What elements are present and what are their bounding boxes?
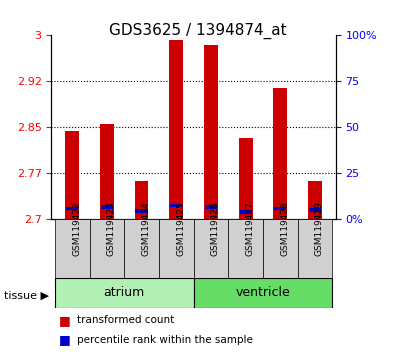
- Bar: [169, 40, 183, 219]
- Text: GSM119428: GSM119428: [280, 201, 289, 256]
- Bar: [239, 210, 252, 214]
- Text: GDS3625 / 1394874_at: GDS3625 / 1394874_at: [109, 23, 286, 39]
- Text: GSM119429: GSM119429: [315, 201, 324, 256]
- Text: ■: ■: [59, 314, 71, 327]
- Text: tissue ▶: tissue ▶: [4, 291, 49, 301]
- FancyBboxPatch shape: [297, 219, 332, 278]
- Bar: [100, 124, 114, 219]
- FancyBboxPatch shape: [55, 219, 90, 278]
- Bar: [308, 182, 322, 219]
- Bar: [170, 204, 182, 207]
- FancyBboxPatch shape: [55, 278, 194, 308]
- Text: ■: ■: [59, 333, 71, 346]
- Text: atrium: atrium: [103, 286, 145, 299]
- Bar: [204, 45, 218, 219]
- Bar: [135, 182, 149, 219]
- Text: GSM119425: GSM119425: [176, 201, 185, 256]
- Text: GSM119422: GSM119422: [72, 201, 81, 256]
- Text: percentile rank within the sample: percentile rank within the sample: [77, 335, 253, 345]
- Text: GSM119424: GSM119424: [141, 201, 150, 256]
- Bar: [205, 205, 217, 209]
- Bar: [65, 131, 79, 219]
- Bar: [274, 207, 286, 210]
- FancyBboxPatch shape: [159, 219, 194, 278]
- Text: transformed count: transformed count: [77, 315, 174, 325]
- FancyBboxPatch shape: [194, 278, 332, 308]
- FancyBboxPatch shape: [124, 219, 159, 278]
- FancyBboxPatch shape: [263, 219, 297, 278]
- Text: ventricle: ventricle: [235, 286, 290, 299]
- Text: GSM119423: GSM119423: [107, 201, 116, 256]
- FancyBboxPatch shape: [228, 219, 263, 278]
- Bar: [135, 209, 148, 213]
- Text: GSM119427: GSM119427: [246, 201, 254, 256]
- Bar: [66, 207, 78, 210]
- Bar: [239, 138, 252, 219]
- FancyBboxPatch shape: [194, 219, 228, 278]
- FancyBboxPatch shape: [90, 219, 124, 278]
- Text: GSM119426: GSM119426: [211, 201, 220, 256]
- Bar: [101, 205, 113, 209]
- Bar: [309, 208, 321, 211]
- Bar: [273, 87, 287, 219]
